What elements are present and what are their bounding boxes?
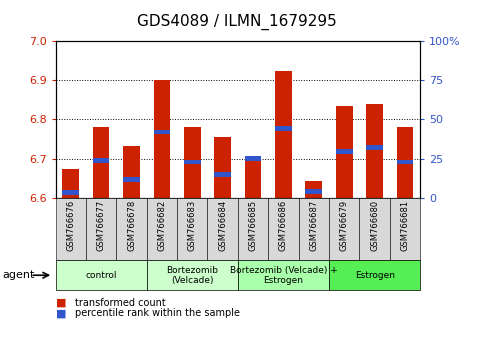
Text: GSM766679: GSM766679 <box>340 200 349 251</box>
Text: GSM766686: GSM766686 <box>279 200 288 251</box>
Bar <box>93 127 110 198</box>
Text: ■: ■ <box>56 298 66 308</box>
Bar <box>305 181 322 198</box>
Text: ■: ■ <box>56 308 66 318</box>
Text: agent: agent <box>2 270 35 280</box>
Bar <box>93 159 110 163</box>
Text: GSM766683: GSM766683 <box>188 200 197 251</box>
Text: control: control <box>85 271 117 280</box>
Bar <box>366 104 383 198</box>
Text: GSM766687: GSM766687 <box>309 200 318 251</box>
Text: GSM766680: GSM766680 <box>370 200 379 251</box>
Text: GSM766678: GSM766678 <box>127 200 136 251</box>
Bar <box>123 146 140 198</box>
Bar <box>214 172 231 177</box>
Bar <box>154 80 170 198</box>
Bar <box>336 106 353 198</box>
Bar <box>275 72 292 198</box>
Bar <box>397 160 413 164</box>
Bar <box>275 126 292 131</box>
Text: transformed count: transformed count <box>75 298 166 308</box>
Bar <box>245 159 261 198</box>
Bar <box>154 130 170 135</box>
Bar <box>62 190 79 195</box>
Text: Bortezomib (Velcade) +
Estrogen: Bortezomib (Velcade) + Estrogen <box>229 266 337 285</box>
Text: GSM766684: GSM766684 <box>218 200 227 251</box>
Text: GSM766677: GSM766677 <box>97 200 106 251</box>
Text: Bortezomib
(Velcade): Bortezomib (Velcade) <box>166 266 218 285</box>
Bar <box>305 189 322 194</box>
Bar <box>62 169 79 198</box>
Text: GDS4089 / ILMN_1679295: GDS4089 / ILMN_1679295 <box>137 14 337 30</box>
Text: GSM766682: GSM766682 <box>157 200 167 251</box>
Bar <box>397 127 413 198</box>
Text: percentile rank within the sample: percentile rank within the sample <box>75 308 240 318</box>
Bar <box>366 145 383 150</box>
Bar <box>214 137 231 198</box>
Bar <box>184 160 200 164</box>
Bar <box>123 177 140 182</box>
Text: GSM766681: GSM766681 <box>400 200 410 251</box>
Text: GSM766685: GSM766685 <box>249 200 257 251</box>
Bar <box>184 127 200 198</box>
Bar <box>245 156 261 161</box>
Bar <box>336 149 353 154</box>
Text: GSM766676: GSM766676 <box>66 200 75 251</box>
Text: Estrogen: Estrogen <box>355 271 395 280</box>
